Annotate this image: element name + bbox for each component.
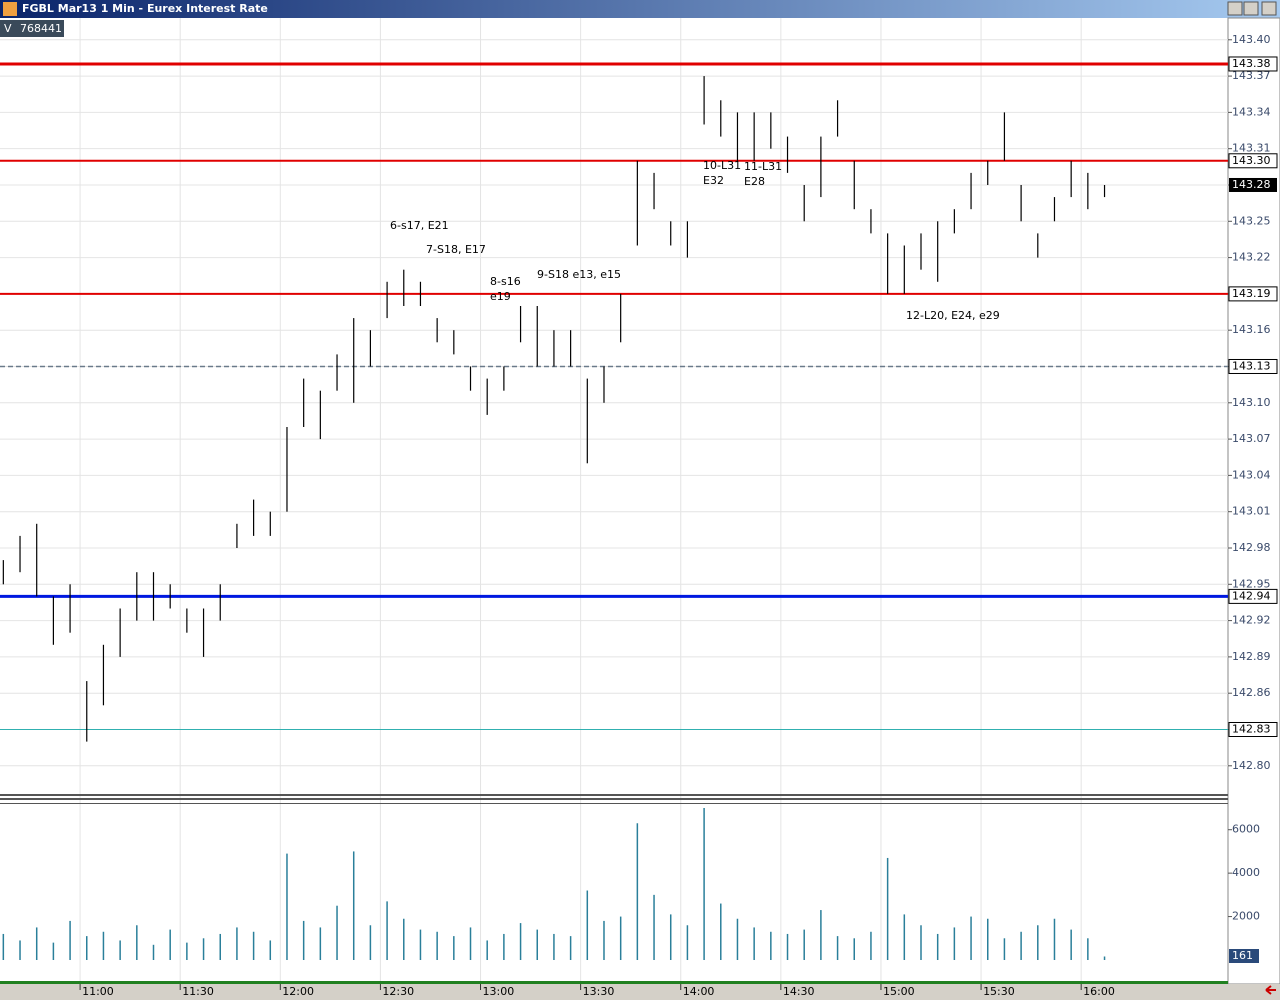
- volume-badge-value: 768441: [20, 22, 62, 35]
- y-tick-label: 143.04: [1232, 468, 1271, 481]
- level-label: 143.19: [1232, 287, 1271, 300]
- volume-badge: [0, 20, 64, 37]
- y-tick-label: 142.95: [1232, 577, 1271, 590]
- y-tick-label: 143.01: [1232, 505, 1271, 518]
- pane-separator: [0, 803, 1228, 804]
- level-box: [1228, 286, 1278, 302]
- pane-separator: [0, 798, 1228, 800]
- y-tick-label: 143.31: [1232, 142, 1271, 155]
- level-box: [1228, 358, 1278, 374]
- minimize-button[interactable]: [1227, 1, 1243, 16]
- level-box: [1228, 56, 1278, 72]
- level-box: [1228, 153, 1278, 169]
- x-tick-label: 15:00: [883, 985, 915, 998]
- time-axis: [0, 984, 1280, 1000]
- y-tick-label: 6000: [1232, 823, 1260, 836]
- y-tick-label: 143.37: [1232, 69, 1271, 82]
- x-tick-label: 11:00: [82, 985, 114, 998]
- last-volume-box: [1229, 949, 1259, 963]
- annotation: e19: [490, 290, 511, 303]
- y-tick-label: 142.89: [1232, 650, 1271, 663]
- level-box: [1228, 588, 1278, 604]
- last-price-label: 143.28: [1232, 178, 1271, 191]
- app-icon: [3, 2, 17, 16]
- x-tick-label: 13:00: [483, 985, 515, 998]
- y-tick-label: 2000: [1232, 910, 1260, 923]
- annotation: 11-L31: [744, 160, 782, 173]
- y-tick-label: 143.07: [1232, 432, 1271, 445]
- volume-badge-label: V: [4, 22, 12, 35]
- x-tick-label: 16:00: [1083, 985, 1115, 998]
- level-label: 143.13: [1232, 359, 1271, 372]
- y-tick-label: 143.22: [1232, 251, 1271, 264]
- y-tick-label: 143.40: [1232, 33, 1271, 46]
- x-tick-label: 14:00: [683, 985, 715, 998]
- x-tick-label: 15:30: [983, 985, 1015, 998]
- y-tick-label: 143.16: [1232, 323, 1271, 336]
- x-tick-label: 13:30: [583, 985, 615, 998]
- y-tick-label: 142.92: [1232, 614, 1271, 627]
- x-tick-label: 11:30: [182, 985, 214, 998]
- y-tick-label: 142.80: [1232, 759, 1271, 772]
- annotation: E28: [744, 175, 765, 188]
- level-box: [1228, 721, 1278, 737]
- level-label: 142.94: [1232, 589, 1271, 602]
- annotation: E32: [703, 174, 724, 187]
- last-volume-label: 161: [1232, 949, 1253, 962]
- scroll-arrow[interactable]: [1265, 985, 1276, 995]
- last-price-box: [1229, 177, 1277, 192]
- annotation: 9-S18 e13, e15: [537, 268, 621, 281]
- bottom-rule: [0, 981, 1228, 984]
- window-buttons[interactable]: [1227, 1, 1277, 16]
- y-tick-label: 4000: [1232, 866, 1260, 879]
- close-button[interactable]: [1261, 1, 1277, 16]
- annotation: 12-L20, E24, e29: [906, 309, 1000, 322]
- annotation: 8-s16: [490, 275, 521, 288]
- level-label: 143.38: [1232, 57, 1271, 70]
- x-tick-label: 12:00: [282, 985, 314, 998]
- window-title: FGBL Mar13 1 Min - Eurex Interest Rate: [22, 2, 268, 15]
- title-bar: [0, 0, 1280, 18]
- pane-separator: [0, 794, 1228, 796]
- x-tick-label: 14:30: [783, 985, 815, 998]
- annotation: 6-s17, E21: [390, 219, 449, 232]
- y-tick-label: 142.98: [1232, 541, 1271, 554]
- x-tick-label: 12:30: [382, 985, 414, 998]
- y-tick-label: 143.34: [1232, 105, 1271, 118]
- y-tick-label: 143.10: [1232, 396, 1271, 409]
- level-label: 143.30: [1232, 154, 1271, 167]
- annotation: 10-L31: [703, 159, 741, 172]
- level-label: 142.83: [1232, 722, 1271, 735]
- y-tick-label: 142.86: [1232, 686, 1271, 699]
- y-tick-label: 143.25: [1232, 214, 1271, 227]
- restore-button[interactable]: [1243, 1, 1259, 16]
- annotation: 7-S18, E17: [426, 243, 486, 256]
